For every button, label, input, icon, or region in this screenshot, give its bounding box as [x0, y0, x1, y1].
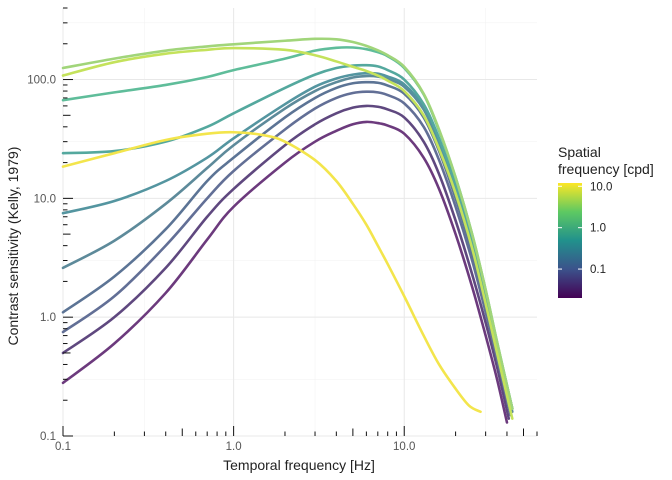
x-tick-label: 10.0	[393, 441, 415, 453]
x-axis-label: Temporal frequency [Hz]	[223, 457, 375, 473]
legend-title: Spatial frequency [cpd]	[558, 144, 654, 177]
series-line-11	[61, 130, 482, 414]
x-tick-label: 0.1	[55, 441, 71, 453]
series-line-4	[61, 80, 512, 414]
series-line-9	[61, 37, 514, 410]
series-layer	[61, 37, 514, 424]
series-line-2	[61, 104, 511, 420]
y-tick-label: 100.0	[27, 75, 56, 87]
legend-label: 10.0	[590, 181, 612, 193]
series-line-1	[61, 120, 509, 424]
y-axis-label: Contrast sensitivity (Kelly, 1979)	[5, 147, 21, 346]
y-tick-label: 0.1	[40, 431, 56, 443]
legend-label: 1.0	[590, 223, 606, 235]
legend-label: 0.1	[590, 264, 606, 276]
y-tick-label: 10.0	[34, 193, 56, 205]
legend: Spatial frequency [cpd] 10.0 1.0 0.1	[558, 144, 654, 298]
series-line-3	[61, 90, 512, 417]
series-line-10	[61, 46, 514, 420]
colorbar	[558, 183, 582, 298]
y-tick-label: 1.0	[40, 312, 56, 324]
series-line-7	[61, 63, 514, 410]
x-tick-label: 1.0	[226, 441, 242, 453]
axes: 0.1 1.0 10.0 0.1 1.0 10.0 100.0	[27, 7, 538, 453]
series-line-6	[61, 71, 514, 410]
